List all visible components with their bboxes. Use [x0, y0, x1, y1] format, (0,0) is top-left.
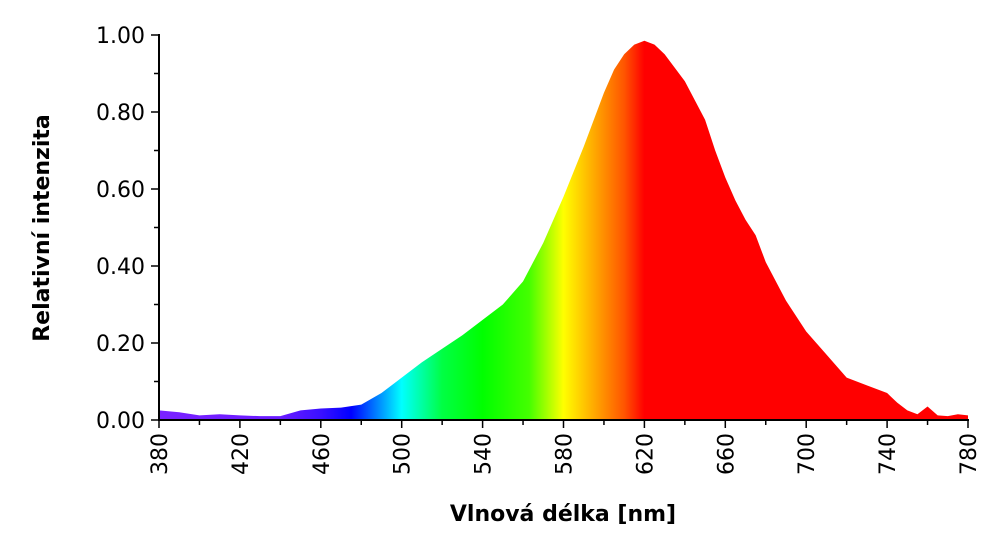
x-tick-label: 540 [472, 433, 497, 475]
spectrum-area [159, 40, 968, 421]
y-tick-label: 0.60 [96, 178, 145, 203]
x-tick-label: 420 [229, 433, 254, 475]
x-tick-label: 500 [391, 433, 416, 475]
y-tick-label: 0.00 [96, 409, 145, 434]
x-tick-label: 740 [876, 433, 901, 475]
y-axis: 0.00 0.20 0.40 0.60 0.80 1.00 [96, 24, 160, 434]
x-tick-label: 620 [633, 433, 658, 475]
y-tick-label: 1.00 [96, 24, 145, 49]
y-tick-label: 0.20 [96, 332, 145, 357]
y-tick-label: 0.80 [96, 101, 145, 126]
x-tick-label: 700 [795, 433, 820, 475]
y-axis-title: Relativní intenzita [30, 114, 55, 342]
x-tick-label: 380 [148, 433, 173, 475]
plot-area [159, 40, 968, 421]
x-tick-label: 460 [310, 433, 335, 475]
x-tick-label: 660 [714, 433, 739, 475]
x-axis: 380 420 460 500 540 580 620 660 700 740 780 [148, 419, 982, 475]
x-tick-label: 580 [553, 433, 578, 475]
x-axis-title: Vlnová délka [nm] [450, 502, 676, 527]
y-tick-label: 0.40 [96, 255, 145, 280]
x-tick-label: 780 [957, 433, 982, 475]
